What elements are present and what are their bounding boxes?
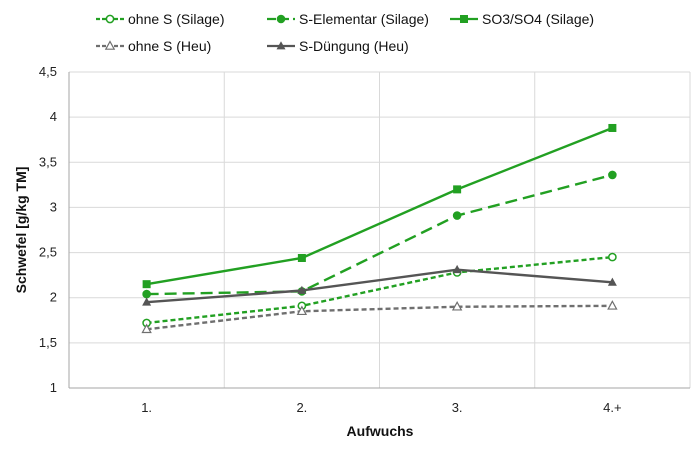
data-point [452,264,462,274]
y-tick-label: 1,5 [39,335,57,350]
x-axis-title: Aufwuchs [347,423,414,439]
y-tick-label: 2,5 [39,245,57,260]
y-axis-ticks: 1 1,5 2 2,5 3 3,5 4 4,5 [39,64,57,395]
series-line [146,126,613,286]
data-point [608,252,617,262]
data-point [141,323,152,334]
x-tick-label: 2. [296,400,307,415]
legend-marker [104,40,116,50]
y-tick-label: 3,5 [39,154,57,169]
x-tick-label: 1. [141,400,152,415]
series-4 [142,264,617,306]
series-line [146,304,613,331]
legend-label: ohne S (Silage) [128,11,225,27]
data-point [451,300,463,311]
grid-lines [68,71,691,389]
legend-marker [460,15,468,23]
x-tick-label: 4.+ [603,400,621,415]
x-tick-label: 3. [452,400,463,415]
legend-marker [105,14,115,24]
legend-item: ohne S (Heu) [96,38,211,54]
legend-marker [276,14,286,24]
data-point [608,170,617,180]
y-tick-label: 2 [50,290,57,305]
legend-label: S-Düngung (Heu) [299,38,409,54]
series-line [146,255,613,325]
legend-label: SO3/SO4 (Silage) [482,11,594,27]
data-point [296,305,308,316]
series-line [146,173,613,296]
series-group [141,123,618,334]
data-point [607,300,618,310]
y-tick-label: 4 [50,109,57,124]
y-tick-label: 1 [50,380,57,395]
legend-item: SO3/SO4 (Silage) [450,11,594,27]
data-point [142,297,152,306]
legend: ohne S (Silage) S-Elementar (Silage) SO3/S… [96,11,594,54]
legend-item: S-Düngung (Heu) [267,38,409,54]
y-tick-label: 3 [50,199,57,214]
series-2 [142,123,617,289]
x-axis-ticks: 1. 2. 3. 4.+ [141,400,621,415]
data-point [142,280,151,289]
legend-label: S-Elementar (Silage) [299,11,429,27]
y-tick-label: 4,5 [39,64,57,79]
data-point [142,289,151,299]
data-point [297,253,306,262]
y-axis-title: Schwefel [g/kg TM] [13,167,29,294]
data-point [608,123,617,132]
legend-marker [276,41,286,50]
data-point [452,211,462,220]
series-line [146,268,613,304]
legend-label: ohne S (Heu) [128,38,211,54]
legend-item: ohne S (Silage) [96,11,225,27]
series-3 [141,300,618,334]
data-point [453,185,462,194]
legend-item: S-Elementar (Silage) [267,11,429,27]
data-point [297,285,307,294]
data-point [607,277,617,286]
